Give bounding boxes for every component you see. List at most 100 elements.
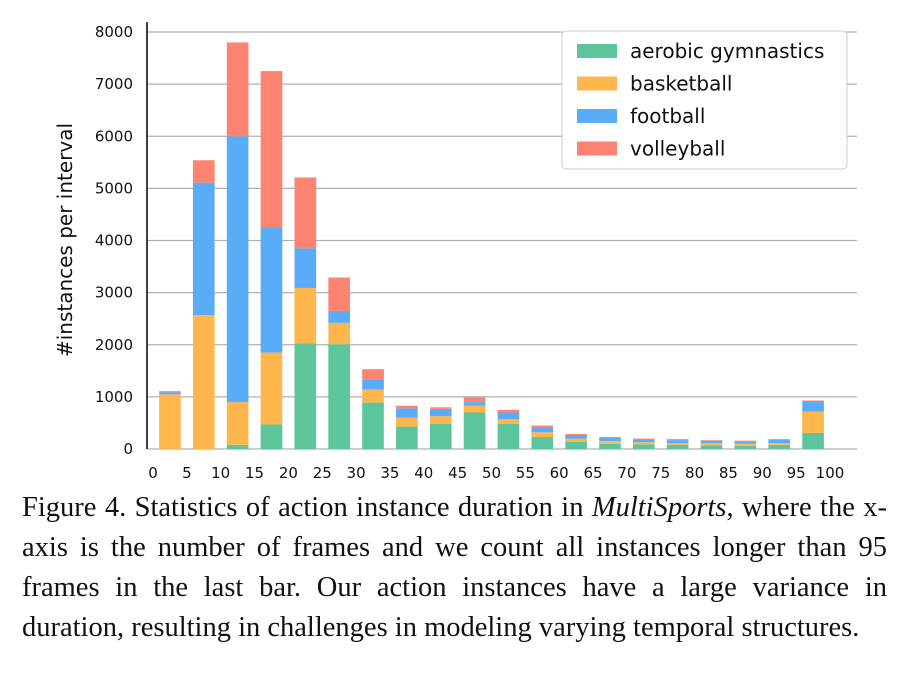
stacked-bar-chart: 0 1000 2000 3000 4000 5000 6000 7000 8000 0 5 10 15… xyxy=(53,22,857,482)
bar-aerobic-gymnastics-37.5 xyxy=(396,426,418,449)
bar-basketball-12.5 xyxy=(226,402,249,445)
bar-aerobic-gymnastics-82.5 xyxy=(700,445,723,449)
x-tick-40: 40 xyxy=(414,464,433,482)
x-tick-100: 100 xyxy=(816,464,845,482)
bar-aerobic-gymnastics-62.5 xyxy=(565,441,587,449)
bar-volleyball-37.5 xyxy=(396,405,418,409)
bar-aerobic-gymnastics-77.5 xyxy=(666,444,689,449)
bar-football-97.5 xyxy=(802,401,824,412)
bar-basketball-27.5 xyxy=(328,322,351,345)
bar-basketball-72.5 xyxy=(632,442,655,445)
y-tick-2000: 2000 xyxy=(95,336,133,354)
x-tick-35: 35 xyxy=(380,464,399,482)
bar-football-82.5 xyxy=(700,440,723,444)
bar-aerobic-gymnastics-27.5 xyxy=(328,344,351,449)
y-tick-5000: 5000 xyxy=(95,179,133,197)
legend-label-basketball: basketball xyxy=(630,72,732,96)
bar-football-72.5 xyxy=(632,439,655,443)
x-tick-5: 5 xyxy=(182,464,192,482)
bar-basketball-77.5 xyxy=(666,443,689,445)
bar-volleyball-42.5 xyxy=(429,407,452,409)
legend: aerobic gymnastics basketball football voll… xyxy=(561,30,848,170)
y-tick-8000: 8000 xyxy=(95,23,133,41)
bar-basketball-57.5 xyxy=(531,432,554,438)
caption-prefix: Figure 4. Statistics of action instance … xyxy=(22,492,592,523)
legend-label-aerobic-gymnastics: aerobic gymnastics xyxy=(630,39,824,63)
bar-volleyball-27.5 xyxy=(328,277,351,311)
bar-volleyball-92.5 xyxy=(768,439,791,440)
bar-football-62.5 xyxy=(565,434,587,439)
y-tick-7000: 7000 xyxy=(95,75,133,93)
bar-basketball-42.5 xyxy=(429,416,452,424)
x-tick-15: 15 xyxy=(245,464,264,482)
bar-football-77.5 xyxy=(666,440,689,444)
x-tick-45: 45 xyxy=(448,464,467,482)
bar-aerobic-gymnastics-32.5 xyxy=(362,402,384,449)
caption-suffix: , where the x-axis is the number of fram… xyxy=(22,492,887,643)
bar-football-52.5 xyxy=(497,412,520,420)
bar-aerobic-gymnastics-67.5 xyxy=(599,443,621,449)
bar-football-17.5 xyxy=(260,227,283,353)
x-tick-60: 60 xyxy=(550,464,569,482)
bar-volleyball-77.5 xyxy=(666,439,689,441)
bar-aerobic-gymnastics-17.5 xyxy=(260,424,283,449)
legend-frame xyxy=(561,30,848,170)
bar-aerobic-gymnastics-52.5 xyxy=(497,423,520,449)
bar-basketball-7.5 xyxy=(192,315,215,449)
y-tick-3000: 3000 xyxy=(95,284,133,302)
x-tick-75: 75 xyxy=(651,464,670,482)
bar-volleyball-87.5 xyxy=(734,440,757,442)
legend-swatch-football xyxy=(577,109,617,123)
bar-football-2.5 xyxy=(159,392,181,395)
bar-basketball-62.5 xyxy=(565,438,587,442)
bar-football-32.5 xyxy=(362,379,384,390)
bar-volleyball-52.5 xyxy=(497,409,520,413)
y-tick-0: 0 xyxy=(123,440,133,458)
bar-basketball-17.5 xyxy=(260,352,283,425)
bar-basketball-2.5 xyxy=(159,394,181,449)
bar-aerobic-gymnastics-87.5 xyxy=(734,445,757,449)
x-tick-30: 30 xyxy=(347,464,366,482)
bar-aerobic-gymnastics-42.5 xyxy=(429,423,452,449)
bar-aerobic-gymnastics-47.5 xyxy=(463,412,486,449)
x-tick-85: 85 xyxy=(719,464,738,482)
bar-football-7.5 xyxy=(192,182,215,316)
bar-volleyball-67.5 xyxy=(599,437,621,439)
bar-basketball-32.5 xyxy=(362,389,384,403)
bar-volleyball-17.5 xyxy=(260,71,283,228)
bar-basketball-92.5 xyxy=(768,443,791,445)
x-tick-10: 10 xyxy=(211,464,230,482)
x-tick-20: 20 xyxy=(279,464,298,482)
bar-football-27.5 xyxy=(328,310,351,323)
bar-football-22.5 xyxy=(294,248,317,288)
bar-volleyball-82.5 xyxy=(700,440,723,441)
x-tick-0: 0 xyxy=(148,464,158,482)
bar-basketball-52.5 xyxy=(497,419,520,424)
bar-football-42.5 xyxy=(429,408,452,417)
bar-volleyball-62.5 xyxy=(565,433,587,435)
x-tick-25: 25 xyxy=(313,464,332,482)
bar-volleyball-97.5 xyxy=(802,400,824,402)
y-tick-6000: 6000 xyxy=(95,127,133,145)
bar-aerobic-gymnastics-92.5 xyxy=(768,444,791,449)
figure-caption: Figure 4. Statistics of action instance … xyxy=(22,488,887,648)
bar-basketball-87.5 xyxy=(734,443,757,446)
bar-volleyball-57.5 xyxy=(531,425,554,428)
y-tick-4000: 4000 xyxy=(95,232,133,250)
bar-basketball-22.5 xyxy=(294,287,317,344)
bar-aerobic-gymnastics-72.5 xyxy=(632,444,655,449)
bar-volleyball-72.5 xyxy=(632,438,655,440)
legend-swatch-basketball xyxy=(577,76,617,91)
bar-aerobic-gymnastics-12.5 xyxy=(226,444,249,449)
bar-aerobic-gymnastics-57.5 xyxy=(531,437,554,449)
bar-aerobic-gymnastics-97.5 xyxy=(802,432,824,449)
x-tick-labels: 0 5 10 15 20 25 30 35 40 45 50 55 60 65 70 75 80 85 90 95 10… xyxy=(148,464,844,482)
x-tick-55: 55 xyxy=(516,464,535,482)
bar-football-47.5 xyxy=(463,402,486,406)
x-tick-80: 80 xyxy=(685,464,704,482)
bar-football-92.5 xyxy=(768,439,791,444)
bar-football-57.5 xyxy=(531,427,554,433)
bar-football-87.5 xyxy=(734,441,757,444)
bar-basketball-47.5 xyxy=(463,405,486,413)
bar-basketball-37.5 xyxy=(396,417,418,427)
